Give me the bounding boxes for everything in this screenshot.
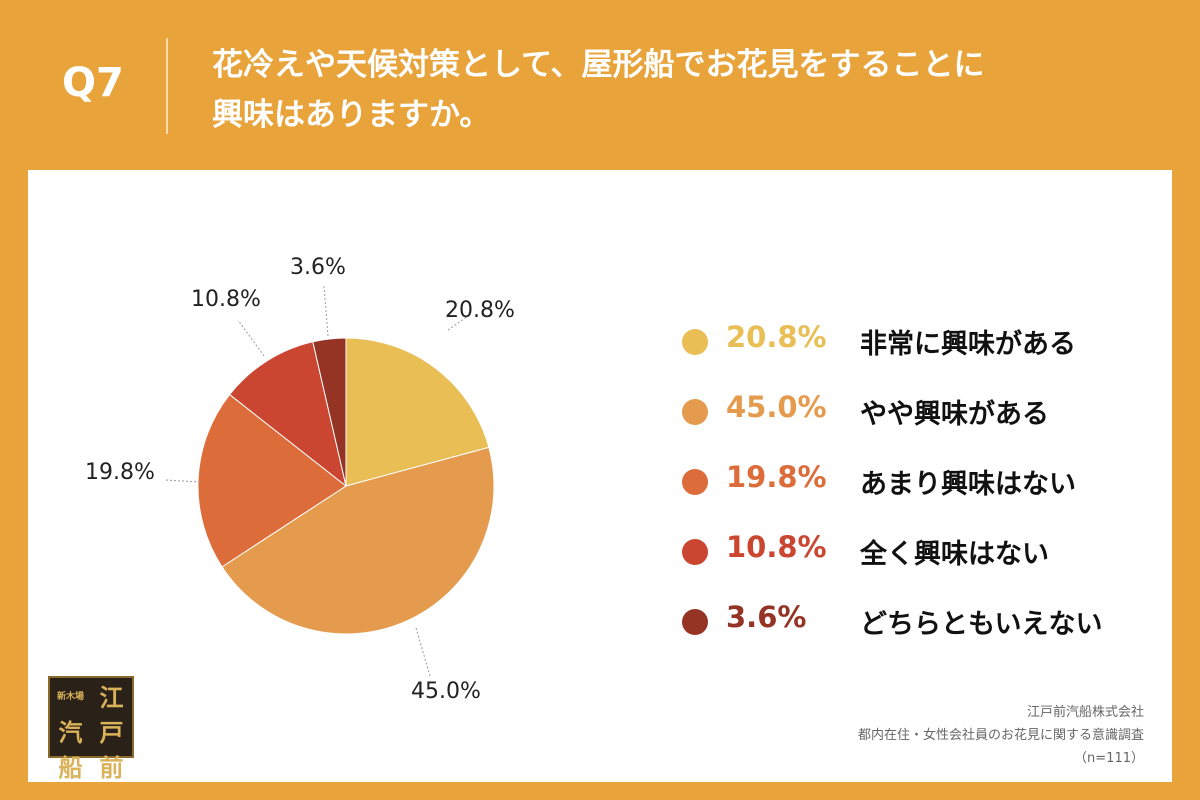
- footer-source: 江戸前汽船株式会社 都内在住・女性会社員のお花見に関する意識調査 （n=111）: [858, 701, 1144, 770]
- footer-company: 江戸前汽船株式会社: [1026, 705, 1144, 720]
- slice-value-label: 3.6%: [290, 255, 346, 280]
- legend-percent: 19.8%: [726, 460, 827, 494]
- question-number: Q7: [62, 60, 124, 106]
- question-line-2: 興味はありますか。: [212, 97, 491, 133]
- legend-swatch: [682, 469, 708, 495]
- logo-char: 汽: [58, 718, 83, 747]
- slice-value-label: 19.8%: [85, 460, 155, 485]
- legend-swatch: [682, 609, 708, 635]
- header-divider: [166, 38, 168, 134]
- pie-slice: [228, 341, 347, 488]
- leader-line: [323, 285, 329, 337]
- question-line-1: 花冷えや天候対策として、屋形船でお花見をすることに: [212, 47, 985, 83]
- legend-swatch: [682, 399, 708, 425]
- legend-label: やや興味がある: [860, 399, 1049, 430]
- logo-char: 江: [99, 683, 124, 712]
- logo-char: 前: [99, 753, 124, 782]
- legend: 20.8% 非常に興味がある 45.0% やや興味がある 19.8% あまり興味はない 10…: [682, 312, 1162, 662]
- question-text: 花冷えや天候対策として、屋形船でお花見をすることに 興味はありますか。: [212, 40, 1172, 140]
- logo-char: 戸: [99, 718, 124, 747]
- legend-swatch: [682, 329, 708, 355]
- legend-percent: 3.6%: [726, 600, 807, 634]
- pie-slice: [312, 337, 347, 487]
- legend-percent: 20.8%: [726, 320, 827, 354]
- logo-char: 船: [58, 753, 83, 782]
- legend-swatch: [682, 539, 708, 565]
- legend-item: 3.6% どちらともいえない: [682, 592, 1162, 662]
- chart-card: 20.8% 45.0% 19.8% 10.8% 3.6% 20.8% 非常に興味がある 45…: [28, 170, 1172, 782]
- legend-percent: 45.0%: [726, 390, 827, 424]
- legend-item: 19.8% あまり興味はない: [682, 452, 1162, 522]
- pie-slice: [345, 337, 490, 487]
- legend-item: 20.8% 非常に興味がある: [682, 312, 1162, 382]
- legend-label: 全く興味はない: [860, 539, 1049, 570]
- slice-value-label: 45.0%: [411, 679, 481, 704]
- logo-char: 新木場: [56, 692, 84, 702]
- footer-sample: （n=111）: [1074, 751, 1144, 766]
- legend-label: どちらともいえない: [860, 609, 1103, 640]
- legend-item: 45.0% やや興味がある: [682, 382, 1162, 452]
- legend-item: 10.8% 全く興味はない: [682, 522, 1162, 592]
- pie-slice: [221, 446, 495, 635]
- slice-value-label: 20.8%: [445, 298, 515, 323]
- footer-survey: 都内在住・女性会社員のお花見に関する意識調査: [857, 728, 1144, 743]
- pie-chart: 20.8% 45.0% 19.8% 10.8% 3.6%: [85, 255, 515, 704]
- leader-line: [237, 319, 265, 357]
- leader-line: [447, 315, 469, 331]
- legend-label: 非常に興味がある: [860, 329, 1076, 360]
- leader-line: [165, 479, 201, 483]
- legend-percent: 10.8%: [726, 530, 827, 564]
- pie-slice: [197, 393, 347, 568]
- leader-line: [415, 627, 431, 677]
- legend-label: あまり興味はない: [860, 469, 1076, 500]
- company-logo: 新木場 江 汽 戸 船 前: [48, 676, 134, 782]
- slice-value-label: 10.8%: [191, 287, 261, 312]
